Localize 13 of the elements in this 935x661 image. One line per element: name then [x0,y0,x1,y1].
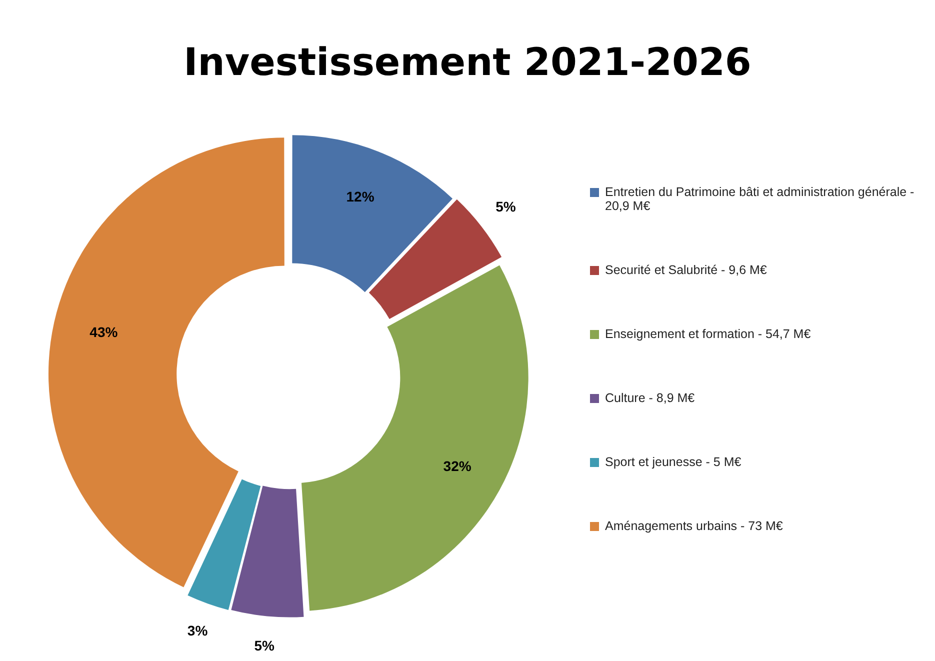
legend-label: Sport et jeunesse - 5 M€ [605,455,742,469]
legend-label: Securité et Salubrité - 9,6 M€ [605,263,767,277]
data-label: 12% [346,188,375,204]
legend-label: Aménagements urbains - 73 M€ [605,519,783,533]
legend-label: Entretien du Patrimoine bâti et administration générale - 20,9 M€ [605,185,916,213]
data-label: 3% [187,622,208,639]
chart-title: Investissement 2021-2026 [182,40,752,84]
data-label: 32% [443,458,472,474]
legend-label: Culture - 8,9 M€ [605,391,695,405]
data-label: 5% [254,638,275,654]
data-label: 43% [90,324,118,340]
legend-label: Enseignement et formation - 54,7 M€ [605,327,811,341]
data-label: 5% [496,198,516,215]
